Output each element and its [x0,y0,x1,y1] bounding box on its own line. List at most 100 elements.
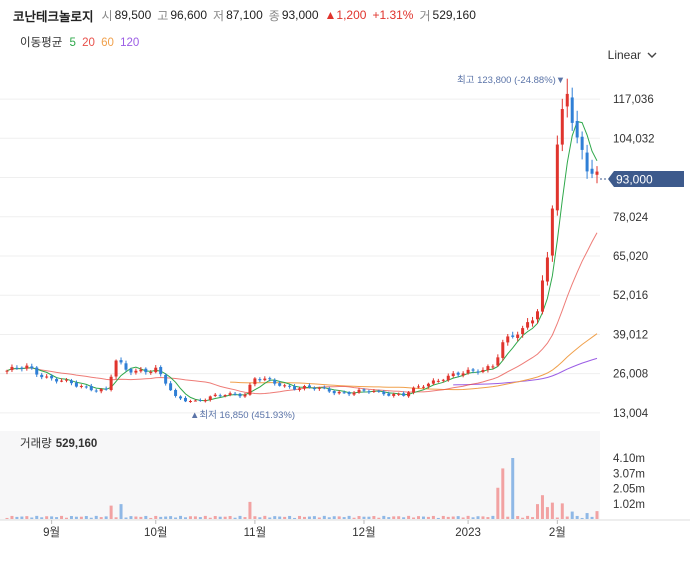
candle-body [228,393,232,395]
candle-body [407,392,411,397]
volume-bar [20,516,24,519]
volume-bar [109,505,113,519]
open-label: 시 [101,8,113,23]
volume-bar [501,468,505,519]
candle-body [516,334,520,338]
volume-bar [119,504,123,519]
volume-bar [550,502,554,519]
volume-bar [35,515,39,519]
candle-body [352,392,356,395]
volume-bar [491,515,495,519]
candle-body [555,144,559,211]
x-tick-label: 12월 [352,526,375,539]
candle-body [436,380,440,382]
volume-bar [486,517,490,519]
price-tick-label: 78,024 [613,212,649,224]
volume-bar [139,516,143,519]
candle-body [20,367,24,369]
candle-body [590,168,594,174]
candle-body [50,375,54,379]
candle-body [188,401,192,403]
ma-60-line [230,333,598,391]
volume-bar [362,516,366,519]
volume-bar [347,515,351,519]
candle-body [248,384,252,395]
candle-body [114,360,118,377]
change-up-icon: ▲ [324,8,337,22]
candle-body [307,385,311,388]
scale-dropdown[interactable]: Linear [608,48,657,62]
volume-bar [278,516,282,519]
x-tick-label: 9월 [43,526,60,539]
candle-body [55,378,59,382]
volume-bar [526,515,530,519]
volume-bar [565,516,569,519]
candle-body [94,390,98,392]
candle-body [99,389,103,392]
chevron-down-icon [647,52,657,58]
candle-body [144,368,148,373]
price-tick-label: 117,036 [613,94,654,106]
low-label: 저 [213,8,225,23]
candle-body [595,171,599,175]
volume-bar [169,516,173,519]
volume-bar [382,515,386,519]
volume-bar [312,516,316,519]
volume-bar [302,516,306,519]
volume-bar [481,516,485,519]
low-value: 87,100 [226,8,263,22]
candle-body [169,383,173,391]
candle-body [119,360,123,363]
volume-bar [441,515,445,519]
price-tick-label: 13,004 [613,408,649,420]
candle-body [79,385,83,387]
candle-body [183,397,187,402]
volume-bar [174,517,178,519]
candle-body [129,369,133,373]
candle-body [382,391,386,395]
volume-bar [322,515,326,519]
volume-bar [307,516,311,519]
candle-body [342,392,346,394]
close-value: 93,000 [281,8,319,22]
candle-body [580,136,584,150]
candle-body [501,342,505,358]
volume-bar [129,516,133,519]
volume-bar [218,516,222,519]
volume-bar [466,515,470,519]
volume-bar [124,517,128,519]
volume-bar [585,513,589,519]
volume-bar [426,516,430,519]
candle-body [461,373,465,376]
volume-bar [248,501,252,519]
candle-body [243,394,247,397]
volume-bar [243,517,247,519]
candle-body [64,379,68,381]
candle-body [560,109,564,145]
candle-body [293,386,297,390]
change-value: 1,200 [336,8,367,22]
candle-body [69,380,73,384]
candle-body [10,366,14,371]
volume-bar [10,515,14,519]
candle-body [327,388,331,392]
volume-bar [531,517,535,519]
price-tick-label: 65,020 [613,251,648,263]
volume-bar [496,487,500,519]
candle-body [506,336,510,343]
volume-bar [451,516,455,519]
candle-body [89,385,93,391]
quote-header: 코난테크놀로지 시 89,500 고 96,600 저 87,100 종 93,… [13,6,482,24]
candle-body [476,371,480,373]
moving-average-legend[interactable]: 이동평균 5 20 60 120 [20,34,142,50]
volume-bar [69,516,73,519]
volume-bar [536,504,540,519]
candle-body [164,374,168,384]
candle-body [367,391,371,393]
candle-body [263,378,267,381]
volume-bar [372,516,376,519]
price-tick-label: 104,032 [613,133,655,145]
ma-20-label: 20 [82,37,95,49]
volume-bar [575,515,579,519]
